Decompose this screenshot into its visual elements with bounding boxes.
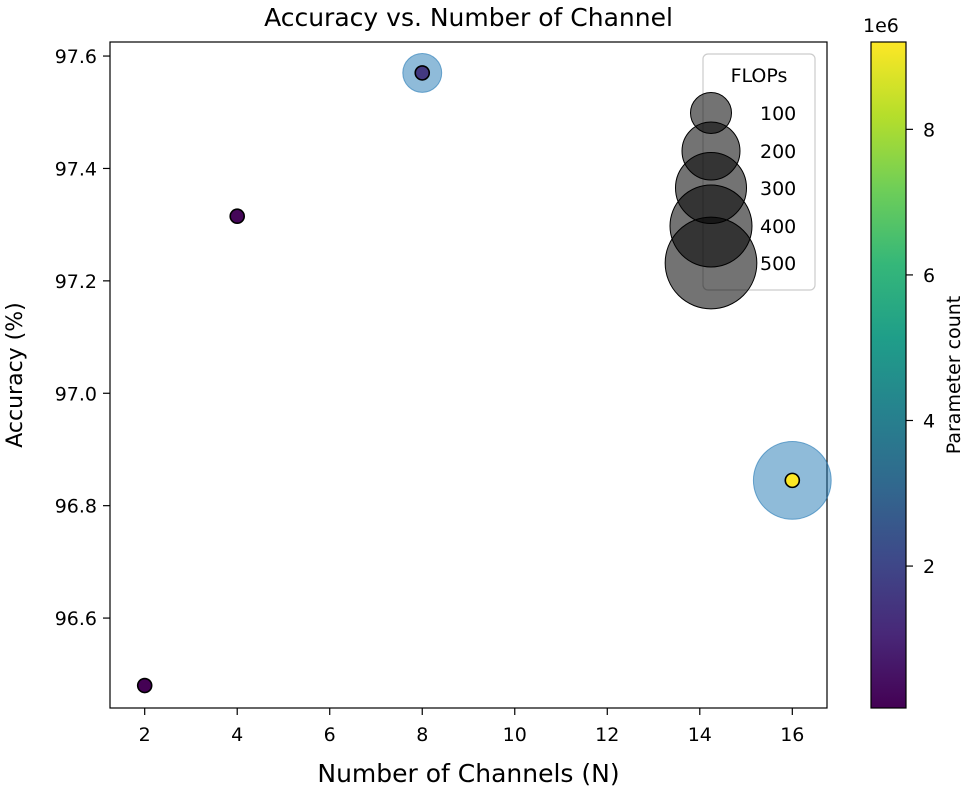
- y-tick-label: 97.6: [55, 46, 97, 68]
- legend-title: FLOPs: [731, 65, 788, 87]
- y-tick-label: 96.8: [55, 496, 97, 518]
- x-tick-label: 12: [595, 724, 619, 746]
- legend-entry: 100: [760, 103, 796, 125]
- y-tick-label: 97.4: [55, 158, 97, 180]
- colorbar: [870, 41, 907, 709]
- colorbar-tick-label: 2: [923, 556, 935, 578]
- data-point: [229, 208, 246, 225]
- x-tick-label: 14: [688, 724, 712, 746]
- legend-entry: 400: [760, 216, 796, 238]
- x-tick-label: 4: [231, 724, 243, 746]
- x-tick-label: 10: [503, 724, 527, 746]
- data-point: [136, 677, 153, 694]
- colorbar-offset-label: 1e6: [863, 15, 899, 37]
- colorbar-tick-label: 4: [923, 410, 935, 432]
- legend-entry: 500: [760, 253, 796, 275]
- colorbar-tick-label: 8: [923, 119, 935, 141]
- y-tick-label: 97.2: [55, 271, 97, 293]
- x-tick-label: 2: [139, 724, 151, 746]
- data-point: [784, 472, 801, 489]
- y-tick-label: 96.6: [55, 608, 97, 630]
- colorbar-label: Parameter count: [943, 296, 965, 455]
- plot-frame: [109, 41, 828, 709]
- x-tick-label: 8: [416, 724, 428, 746]
- legend-entry: 200: [760, 141, 796, 163]
- colorbar-tick-label: 6: [923, 265, 935, 287]
- x-tick-label: 6: [324, 724, 336, 746]
- x-axis-label: Number of Channels (N): [317, 759, 619, 788]
- chart-title: Accuracy vs. Number of Channel: [264, 3, 673, 32]
- y-axis-label: Accuracy (%): [3, 302, 28, 448]
- legend-marker: [664, 216, 758, 310]
- y-tick-label: 97.0: [55, 383, 97, 405]
- data-point: [414, 65, 431, 81]
- x-tick-label: 16: [780, 724, 804, 746]
- legend-entry: 300: [760, 178, 796, 200]
